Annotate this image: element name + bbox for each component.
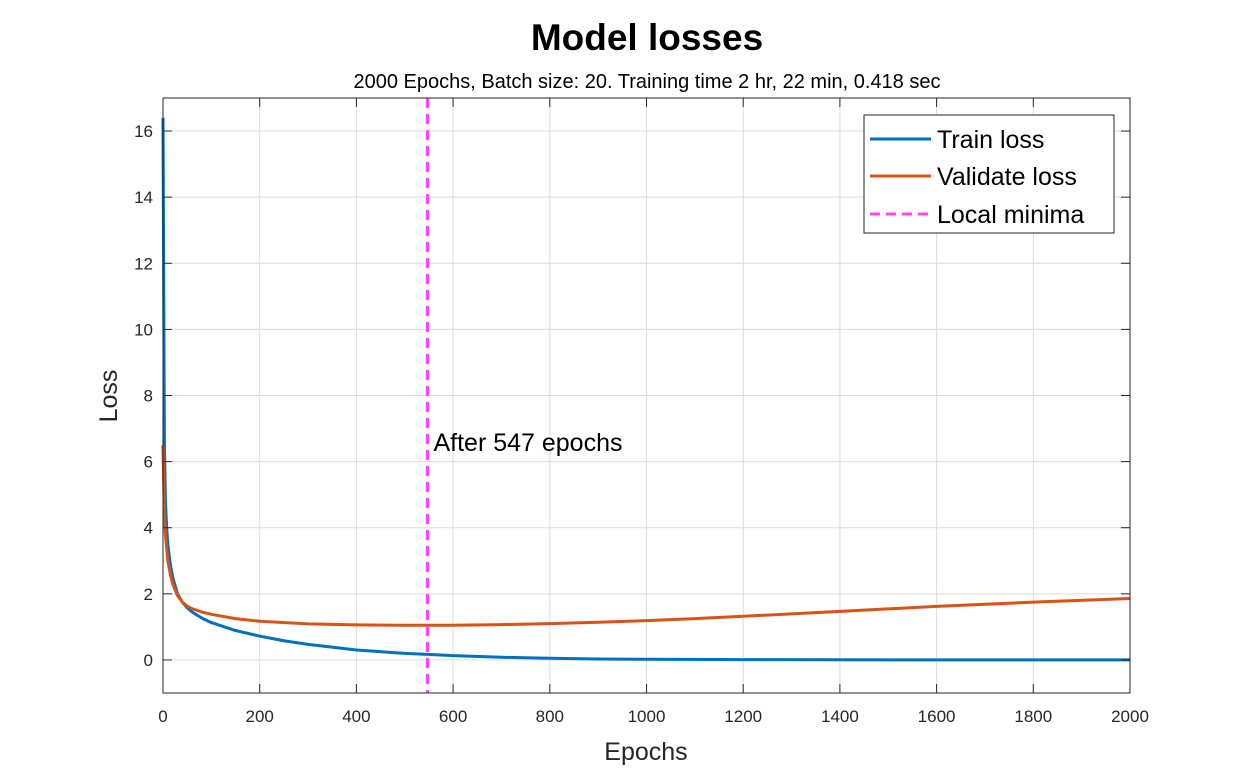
x-tick-label: 1800 [1014,707,1052,726]
y-axis-label: Loss [95,370,123,423]
x-tick-label: 200 [246,707,274,726]
x-tick-label: 600 [439,707,467,726]
chart-title: Model losses [531,17,763,58]
data-series: After 547 epochs [161,98,1131,693]
x-tick-label: 400 [342,707,370,726]
axes [162,97,1131,694]
tick-labels: 0 200 400 600 800 1000 1200 1400 1600 1800 2000 0 2 4… [134,122,1149,726]
legend-label-minima: Local minima [937,201,1084,229]
y-tick-label: 0 [144,651,153,670]
validate-loss-line [161,445,1131,627]
y-tick-label: 12 [134,254,153,273]
x-axis-label: Epochs [604,738,687,766]
y-tick-label: 10 [134,320,153,339]
minima-annotation: After 547 epochs [433,429,622,457]
x-tick-label: 2000 [1111,707,1149,726]
legend: Train loss Validate loss Local minima [863,114,1115,234]
x-tick-label: 800 [536,707,564,726]
plot-frame [162,97,1131,694]
y-tick-label: 6 [144,453,153,472]
x-tick-label: 1400 [821,707,859,726]
y-tick-label: 2 [144,585,153,604]
x-tick-label: 1200 [724,707,762,726]
x-tick-label: 1000 [628,707,666,726]
legend-label-validate: Validate loss [937,163,1077,191]
y-tick-label: 4 [144,519,153,538]
y-tick-label: 8 [144,387,153,406]
y-tick-label: 14 [134,188,153,207]
chart-subtitle: 2000 Epochs, Batch size: 20. Training ti… [353,71,940,93]
x-tick-label: 0 [158,707,167,726]
y-tick-label: 16 [134,122,153,141]
x-tick-label: 1600 [918,707,956,726]
legend-label-train: Train loss [937,126,1044,154]
train-loss-line [161,117,1131,662]
